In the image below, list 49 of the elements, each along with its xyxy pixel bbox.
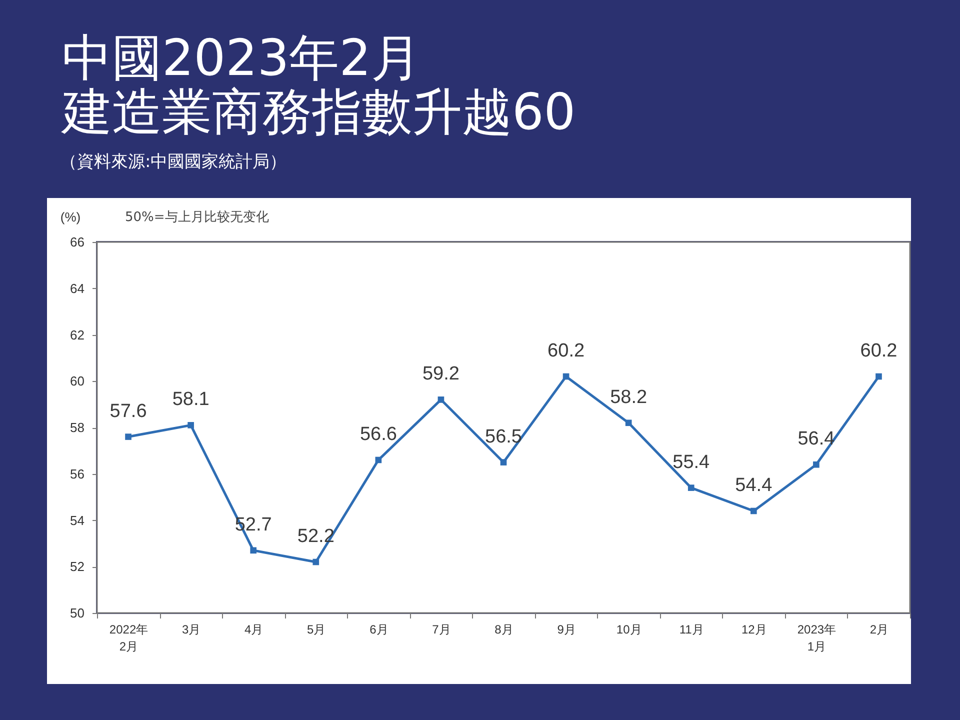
x-tick-label: 4月 [244, 622, 264, 636]
point [125, 434, 132, 440]
point [750, 508, 757, 514]
y-tick-label: 52 [70, 559, 84, 574]
data-label: 58.2 [610, 386, 648, 408]
point [375, 456, 382, 464]
data-label: 58.1 [172, 389, 210, 410]
y-tick-label: 50 [70, 606, 84, 620]
point [813, 461, 820, 468]
text: 50%=与上月比较无变化 [125, 210, 269, 225]
x-tick-label: 2022年 2月 [109, 622, 148, 654]
x-tick-label: 11月 [679, 622, 704, 636]
x-tick-label: 2月 [870, 622, 889, 636]
point [562, 373, 570, 380]
data-label: 56.6 [360, 424, 397, 445]
y-tick-label: 60 [70, 374, 84, 389]
x-tick-label: 9月 [557, 622, 576, 636]
x-tick-label: 10月 [616, 622, 642, 636]
x-tick-label: 12月 [741, 622, 767, 636]
data-label: 59.2 [422, 364, 460, 385]
point [312, 558, 320, 566]
x-tick-label: 7月 [432, 622, 451, 636]
point [625, 420, 632, 426]
x-tick-label: 5月 [307, 622, 326, 636]
text: （資料來源:中國國家統計局） [60, 152, 287, 172]
y-tick-label: 64 [70, 280, 84, 296]
y-tick-label: 56 [70, 466, 84, 482]
data-label: 56.5 [485, 426, 522, 448]
point [500, 459, 507, 466]
data-label: 57.6 [110, 400, 147, 422]
point [876, 373, 882, 380]
data-label: 60.2 [860, 340, 898, 362]
point [438, 396, 444, 403]
point [688, 484, 694, 491]
x-tick-label: 3月 [182, 622, 201, 636]
x-tick-label: 2023年 1月 [797, 622, 836, 654]
y-axis-title: (%) [60, 210, 81, 224]
data-label: 56.4 [798, 428, 836, 450]
y-tick-label: 58 [70, 420, 84, 435]
point [250, 547, 257, 554]
y-tick-label: 54 [70, 512, 84, 528]
y-tick-label: 62 [70, 327, 84, 342]
data-label: 55.4 [672, 452, 710, 473]
data-label: 54.4 [735, 474, 773, 496]
x-tick-label: 6月 [370, 622, 388, 636]
point [188, 422, 194, 428]
x-tick-label: 8月 [494, 622, 514, 636]
y-tick-label: 66 [70, 234, 84, 250]
data-label: 60.2 [548, 340, 585, 362]
